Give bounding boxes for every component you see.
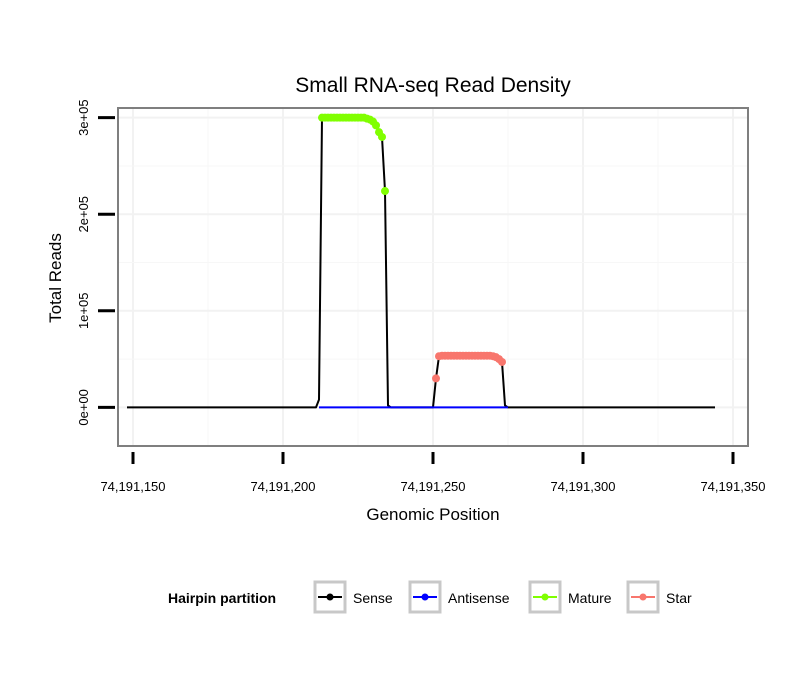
x-tick-label: 74,191,250 [400, 479, 465, 494]
x-axis-title: Genomic Position [366, 505, 499, 524]
legend: Hairpin partition Sense Antisense Mature St… [168, 580, 692, 614]
data-point-mature [381, 187, 389, 196]
x-tick-label: 74,191,200 [250, 479, 315, 494]
data-point-star [498, 357, 506, 366]
y-tick-label: 3e+05 [76, 99, 91, 136]
x-tick-label: 74,191,300 [550, 479, 615, 494]
legend-key-point-star [639, 593, 647, 601]
legend-key-point-antisense [421, 593, 429, 601]
series-layer [127, 113, 715, 409]
y-tick-label: 2e+05 [76, 196, 91, 233]
x-tick-label: 74,191,350 [700, 479, 765, 494]
data-point-mature [378, 132, 386, 141]
panel-border [117, 107, 749, 447]
legend-label-mature: Mature [568, 590, 612, 606]
y-tick-label: 1e+05 [76, 293, 91, 330]
x-axis: 74,191,150 74,191,200 74,191,250 74,191,300… [100, 452, 766, 494]
legend-label-sense: Sense [353, 590, 393, 606]
chart-title: Small RNA-seq Read Density [295, 74, 571, 97]
data-point-mature [372, 121, 380, 130]
legend-key-point-sense [326, 593, 334, 601]
plot-area [117, 107, 749, 447]
y-axis-title: Total Reads [46, 233, 65, 323]
x-tick-label: 74,191,150 [100, 479, 165, 494]
y-tick-label: 0e+00 [76, 389, 91, 426]
data-point-star [432, 374, 440, 383]
legend-key-point-mature [541, 593, 549, 601]
legend-label-antisense: Antisense [448, 590, 510, 606]
legend-label-star: Star [666, 590, 692, 606]
legend-title: Hairpin partition [168, 590, 276, 606]
y-axis: 0e+00 1e+05 2e+05 3e+05 [76, 99, 115, 426]
